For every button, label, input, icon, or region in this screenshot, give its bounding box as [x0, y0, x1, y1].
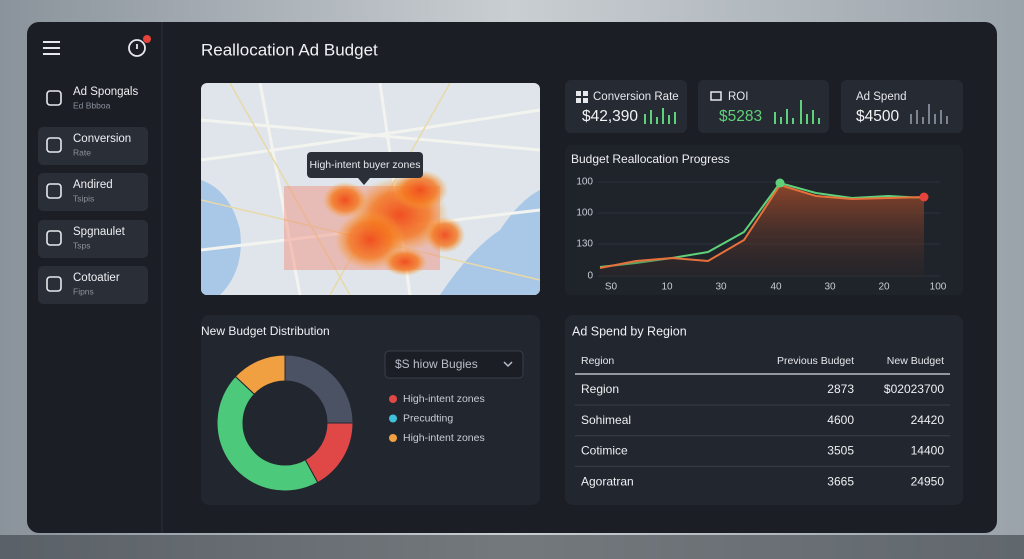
kpi-label: Ad Spend — [856, 91, 907, 103]
x-tick-label: 40 — [770, 282, 782, 293]
line-point — [919, 192, 929, 202]
x-tick-label: S0 — [605, 282, 618, 293]
table-header: Region — [581, 355, 614, 367]
y-tick-label: 0 — [587, 271, 593, 282]
sidebar-item-bg — [38, 266, 148, 304]
sidebar-label: Ad Spongals — [73, 86, 138, 98]
table-cell: 3665 — [827, 474, 854, 488]
dropdown-text: $S hiow Bugies — [395, 357, 478, 371]
kpi-icon — [576, 91, 722, 103]
legend-swatch — [389, 434, 397, 442]
kpi-card — [841, 80, 963, 133]
kpi-value: $4500 — [856, 108, 899, 125]
table-cell: 2873 — [827, 382, 854, 396]
sidebar-icon — [46, 276, 62, 292]
table-cell: Cotimice — [581, 444, 628, 458]
table-cell: Sohimeal — [581, 413, 631, 427]
x-tick-label: 100 — [930, 282, 947, 293]
legend-label: High-intent zones — [403, 393, 485, 405]
legend-swatch — [389, 414, 397, 423]
y-tick-label: 100 — [576, 177, 593, 188]
x-tick-label: 20 — [878, 282, 890, 293]
sidebar-sublabel: Tsps — [73, 240, 90, 250]
chart-title: Budget Reallocation Progress — [571, 152, 730, 166]
y-tick-label: 100 — [576, 208, 593, 219]
sidebar-icon — [46, 90, 62, 106]
dropdown[interactable]: $S hiow Bugies — [384, 350, 524, 379]
sidebar-icon — [46, 230, 62, 246]
sidebar-icon — [46, 137, 62, 153]
sidebar-label: Conversion — [73, 133, 131, 145]
table-cell: 3505 — [827, 444, 854, 458]
line-area — [600, 185, 924, 277]
sidebar-item-bg — [38, 220, 148, 258]
legend-label: Precudting — [403, 412, 453, 424]
x-tick-label: 30 — [824, 282, 836, 293]
sidebar-sublabel: Ed Bbboa — [73, 100, 111, 110]
sidebar-item[interactable]: Cotoatier Fipns — [38, 266, 148, 304]
table-cell: 24420 — [911, 413, 945, 427]
page-title: Reallocation Ad Budget — [201, 40, 378, 59]
table-title: Ad Spend by Region — [572, 324, 687, 338]
table-header: New Budget — [887, 355, 944, 367]
notification-icon[interactable] — [128, 35, 151, 57]
sidebar-icon — [46, 183, 62, 199]
sparkline — [910, 104, 948, 124]
map-tooltip — [307, 152, 423, 178]
legend-swatch — [389, 395, 397, 403]
sidebar-label: Andired — [73, 179, 113, 191]
line-series — [599, 183, 925, 269]
line-point — [775, 178, 785, 188]
sidebar-label: Spgnaulet — [73, 226, 126, 238]
sidebar-item-bg — [38, 127, 148, 165]
sidebar-sublabel: Rate — [73, 147, 91, 157]
table-header: Previous Budget — [777, 355, 854, 367]
map: High-intent buyer zones — [201, 83, 540, 295]
table-cell: 4600 — [827, 413, 854, 427]
distribution-title: New Budget Distribution — [201, 324, 330, 338]
sidebar-item-bg — [38, 173, 148, 211]
kpi-label: ROI — [728, 91, 748, 103]
sidebar-item[interactable]: Andired Tsipis — [38, 173, 148, 211]
kpi-value: $42,390 — [582, 108, 638, 125]
kpi-card — [698, 80, 829, 133]
table-cell: 14400 — [911, 444, 945, 458]
menu-icon[interactable] — [43, 41, 60, 55]
table-cell: $02023700 — [884, 382, 944, 396]
table-cell: 24950 — [911, 474, 945, 488]
kpi-value: $5283 — [719, 108, 762, 125]
sidebar-label: Cotoatier — [73, 272, 120, 284]
x-tick-label: 10 — [661, 282, 673, 293]
sidebar-item[interactable]: Spgnaulet Tsps — [38, 220, 148, 258]
donut-segment — [234, 354, 286, 395]
table-cell: Agoratran — [581, 474, 634, 488]
sidebar-item[interactable]: Conversion Rate — [38, 127, 148, 165]
table-card — [565, 315, 963, 505]
background-floor — [0, 535, 1024, 559]
x-tick-label: 30 — [715, 282, 727, 293]
sidebar-item[interactable]: Ad Spongals Ed Bbboa — [46, 86, 138, 110]
donut-segment — [216, 375, 319, 492]
sidebar-sublabel: Fipns — [73, 286, 94, 296]
sidebar-sublabel: Tsipis — [73, 193, 94, 203]
y-tick-label: 130 — [576, 239, 593, 250]
sparkline — [644, 100, 820, 124]
legend-label: High-intent zones — [403, 432, 485, 444]
kpi-label: Conversion Rate — [593, 91, 679, 103]
table-cell: Region — [581, 382, 619, 396]
map-tooltip-text: High-intent buyer zones — [310, 159, 421, 171]
